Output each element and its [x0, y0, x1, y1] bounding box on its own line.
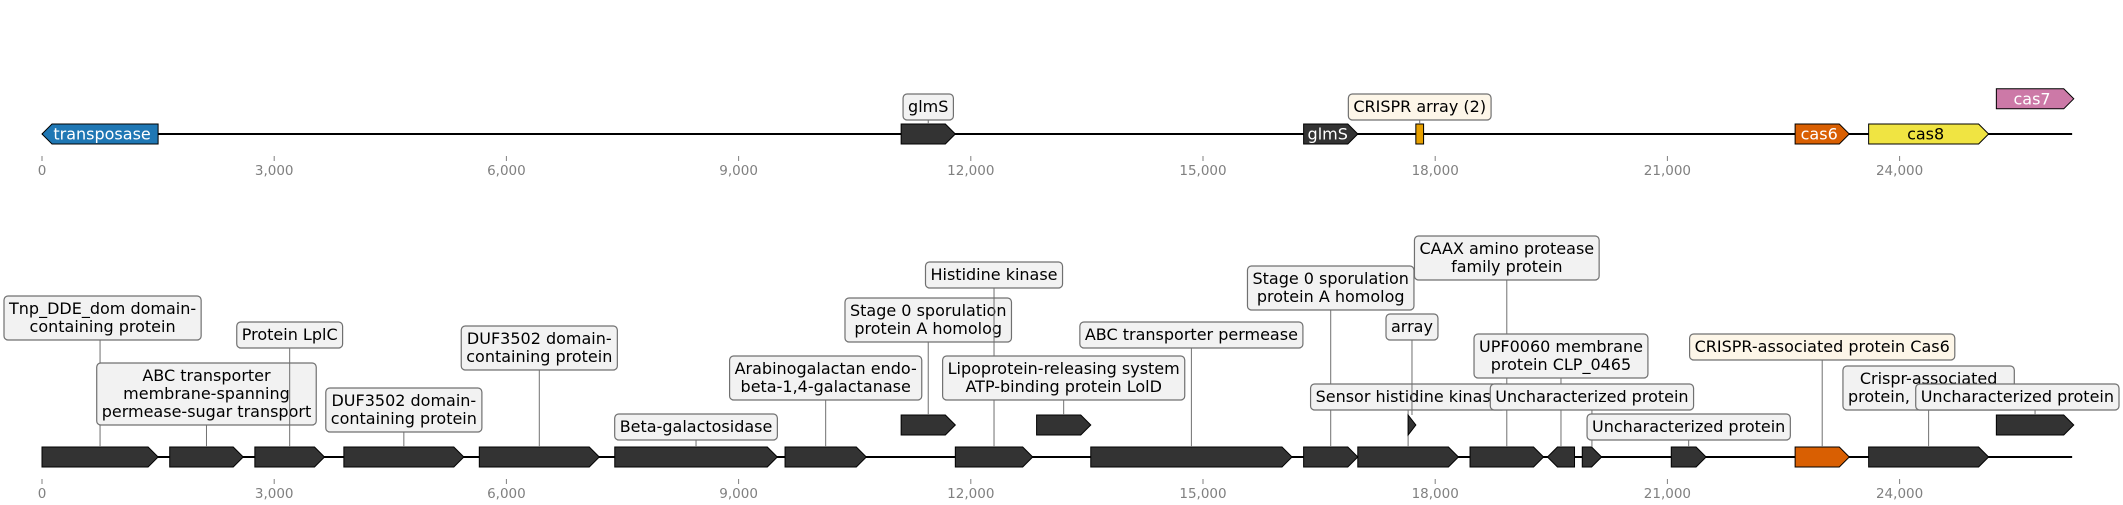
gene-callout-label-box	[1347, 93, 1492, 121]
gene-annotation-label: DUF3502 domain-containing protein	[466, 329, 612, 366]
gene-label: cas6	[1801, 125, 1838, 144]
axis-tick-label: 3,000	[255, 163, 294, 179]
axis-tick-label: 9,000	[719, 486, 758, 502]
gene-annotation-label-box	[942, 355, 1186, 401]
axis-tick-label: 6,000	[487, 486, 526, 502]
gene-arrow	[254, 446, 326, 468]
gene-arrow	[954, 446, 1034, 468]
gene-annotation-label-box	[1413, 235, 1600, 281]
axis-tick-label: 12,000	[947, 163, 994, 179]
gene-arrow	[1407, 413, 1417, 437]
gene-annotation-label-box	[1473, 333, 1649, 379]
gene-arrow	[343, 446, 465, 468]
gene-callout-label-box	[902, 93, 955, 121]
axis-tick-label: 0	[38, 486, 47, 502]
axis-tick-label: 18,000	[1412, 163, 1459, 179]
gene-arrow	[1581, 446, 1603, 468]
gene-arrow-cas6	[1794, 123, 1850, 145]
gene-annotation-label: Uncharacterized protein	[1592, 417, 1785, 436]
gene-annotation-label-box	[325, 387, 483, 433]
gene-arrow	[900, 414, 957, 436]
gene-callout-label: CRISPR array (2)	[1353, 97, 1486, 116]
gene-arrow	[784, 446, 868, 468]
axis-tick-label: 24,000	[1876, 163, 1923, 179]
gene-arrow	[1995, 414, 2075, 436]
gene-annotation-label-box	[1586, 413, 1791, 441]
axis-tick-label: 15,000	[1179, 486, 1226, 502]
gene-arrow	[1303, 446, 1359, 468]
axis-tick-label: 9,000	[719, 163, 758, 179]
gene-arrow-crispr-array-2-	[1415, 123, 1425, 145]
axis-tick-label: 12,000	[947, 486, 994, 502]
gene-arrow	[478, 446, 600, 468]
gene-annotation-label: Arabinogalactan endo-beta-1,4-galactanas…	[735, 359, 917, 396]
gene-annotation-label: UPF0060 membrane protein CLP_0465	[1479, 337, 1643, 375]
gene-annotation-label: DUF3502 domain-containing protein	[331, 391, 477, 428]
gene-arrow	[1469, 446, 1545, 468]
gene-arrow	[1036, 414, 1092, 436]
gene-annotation-label: Sensor histidine kinase	[1316, 387, 1501, 406]
gene-label: glmS	[1308, 125, 1348, 144]
gene-annotation-label: Stage 0 sporulation protein A homolog	[850, 301, 1006, 338]
gene-arrow	[169, 446, 244, 468]
gene-annotation-label-box	[1689, 333, 1956, 361]
axis-tick-label: 21,000	[1644, 486, 1691, 502]
gene-annotation-label: ABC transporter membrane-spanning permease…	[102, 366, 312, 421]
gene-annotation-label: Protein LplC	[242, 325, 338, 344]
gene-annotation-label: Tnp_DDE_dom domain-containing protein	[8, 299, 196, 336]
gene-arrow-transposase	[41, 123, 159, 145]
axis-tick-label: 21,000	[1644, 163, 1691, 179]
gene-annotation-label-box	[1489, 383, 1695, 411]
gene-arrow	[1868, 446, 1990, 468]
gene-annotation-label: Lipoprotein-releasing system ATP-binding …	[948, 359, 1180, 396]
gene-annotation-label: Histidine kinase	[930, 265, 1057, 284]
gene-arrow	[1670, 446, 1707, 468]
gene-annotation-label-box	[1915, 383, 2120, 411]
gene-annotation-label-box	[844, 297, 1013, 343]
axis-tick-label: 15,000	[1179, 163, 1226, 179]
gene-annotation-label-box	[96, 362, 317, 426]
gene-annotation-label: array	[1391, 317, 1433, 336]
gene-label: cas8	[1907, 125, 1944, 144]
annotated-gene-map: Tnp_DDE_dom domain-containing protein ABC…	[3, 235, 2120, 502]
gene-annotation-label: Beta-galactosidase	[620, 417, 773, 436]
crispr-locus-map: transposase glmS glmS CRISPR array (2) cas6 c…	[38, 88, 2075, 179]
gene-arrow-glms	[1303, 123, 1359, 145]
gene-annotation-label: CAAX amino protease family protein	[1419, 239, 1594, 276]
gene-label: cas7	[2013, 89, 2050, 108]
axis-tick-label: 18,000	[1412, 486, 1459, 502]
axis-tick-label: 24,000	[1876, 486, 1923, 502]
axis-tick-label: 6,000	[487, 163, 526, 179]
gene-annotation-label-box	[236, 321, 344, 349]
gene-annotation-label: ABC transporter permease	[1085, 325, 1298, 344]
gene-annotation-label-box	[1079, 321, 1304, 349]
gene-annotation-label-box	[728, 355, 923, 401]
gene-arrow	[1090, 446, 1293, 468]
gene-arrow	[614, 446, 779, 468]
gene-annotation-label-box	[614, 413, 778, 441]
gene-arrow-cas7	[1995, 88, 2075, 110]
gene-label: transposase	[53, 125, 150, 144]
gene-arrow	[1546, 446, 1576, 468]
gene-annotation-label: Uncharacterized protein	[1495, 387, 1688, 406]
gene-annotation-label-box	[460, 325, 618, 371]
gene-annotation-label-box	[924, 261, 1064, 289]
axis-tick-label: 3,000	[255, 486, 294, 502]
gene-arrow-cas8	[1868, 123, 1990, 145]
axis-tick-label: 0	[38, 163, 47, 179]
gene-annotation-label-box	[3, 295, 202, 341]
gene-arrow	[1794, 446, 1850, 468]
gene-annotation-label-box	[1385, 313, 1439, 341]
gene-annotation-label-box	[1246, 265, 1415, 311]
gene-arrow	[1357, 446, 1460, 468]
gene-annotation-label: CRISPR-associated protein Cas6	[1695, 337, 1950, 356]
gene-arrow-glms	[900, 123, 957, 145]
gene-callout-label: glmS	[908, 97, 948, 116]
gene-annotation-label: Uncharacterized protein	[1921, 387, 2114, 406]
gene-arrow	[41, 446, 159, 468]
gene-annotation-label: Stage 0 sporulation protein A homolog	[1252, 269, 1408, 306]
